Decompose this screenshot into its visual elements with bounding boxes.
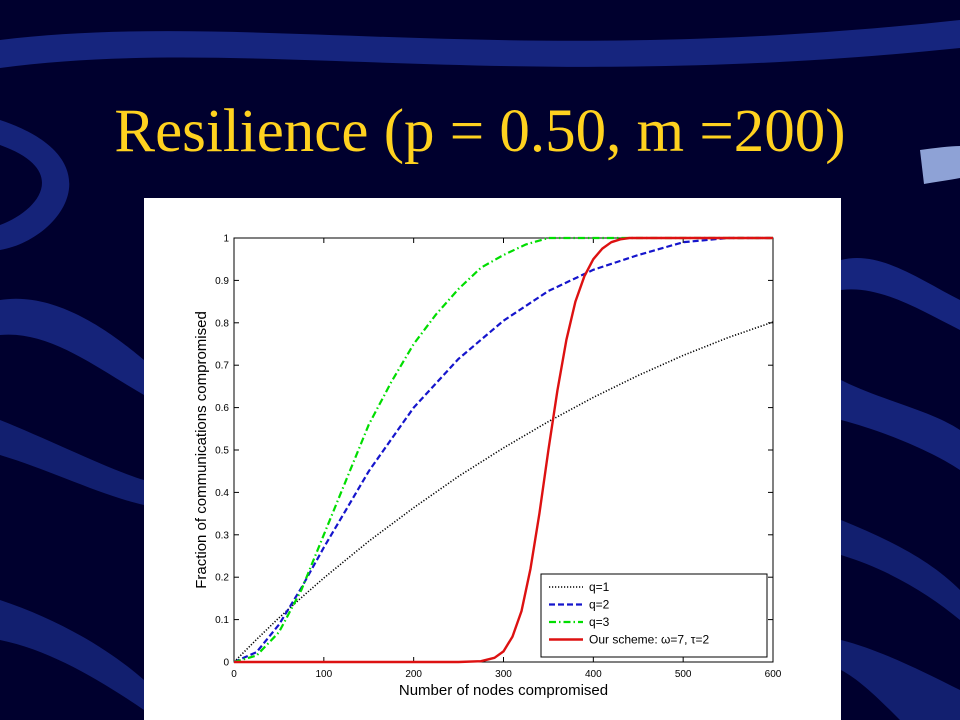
legend-box [540,573,768,658]
series-layer [233,236,774,664]
background-swoosh [920,146,960,184]
background-swoosh [0,420,144,505]
legend-label: q=2 [589,598,610,612]
x-tick-label: 600 [765,669,782,680]
background-swoosh [841,640,960,720]
y-tick-label: 0 [223,658,229,669]
x-axis-label: Number of nodes compromised [399,682,608,699]
series-line-2 [233,236,773,664]
background-swoosh [841,520,960,620]
legend: q=1 q=2 q=3 Our scheme: ω=7, τ=2 [540,573,768,658]
y-tick-label: 0.9 [215,276,229,287]
figure-panel: 0 0.1 0.2 0.3 0.4 0.5 0.6 0.7 0.8 0.9 1 0 100 200 300… [144,198,841,720]
background-swoosh [841,380,960,470]
background-swoosh [841,258,960,330]
background-swoosh [0,600,144,710]
x-tick-label: 500 [675,669,692,680]
legend-label: q=1 [589,580,610,594]
background-swoosh [0,20,960,68]
y-axis-label: Fraction of communications compromised [193,311,210,589]
x-tick-label: 300 [495,669,512,680]
legend-label: q=3 [589,615,610,629]
series-line-4 [234,236,773,664]
resilience-line-chart: 0 0.1 0.2 0.3 0.4 0.5 0.6 0.7 0.8 0.9 1 0 100 200 300… [193,234,782,700]
y-tick-label: 0.7 [215,361,229,372]
x-tick-label: 0 [231,669,237,680]
y-tick-label: 0.2 [215,573,229,584]
series-line-3 [233,236,773,664]
background-swoosh [0,120,70,250]
y-tick-label: 0.6 [215,403,229,414]
slide-title: Resilience (p = 0.50, m =200) [114,98,846,165]
legend-label: Our scheme: ω=7, τ=2 [589,633,709,647]
y-tick-label: 1 [223,234,229,245]
background-swoosh [0,298,144,395]
y-tick-label: 0.8 [215,318,229,329]
y-tick-label: 0.1 [215,615,229,626]
y-tick-label: 0.5 [215,446,229,457]
x-tick-label: 400 [585,669,602,680]
x-tick-label: 200 [405,669,422,680]
y-tick-label: 0.4 [215,488,229,499]
x-tick-label: 100 [315,669,332,680]
y-tick-label: 0.3 [215,530,229,541]
